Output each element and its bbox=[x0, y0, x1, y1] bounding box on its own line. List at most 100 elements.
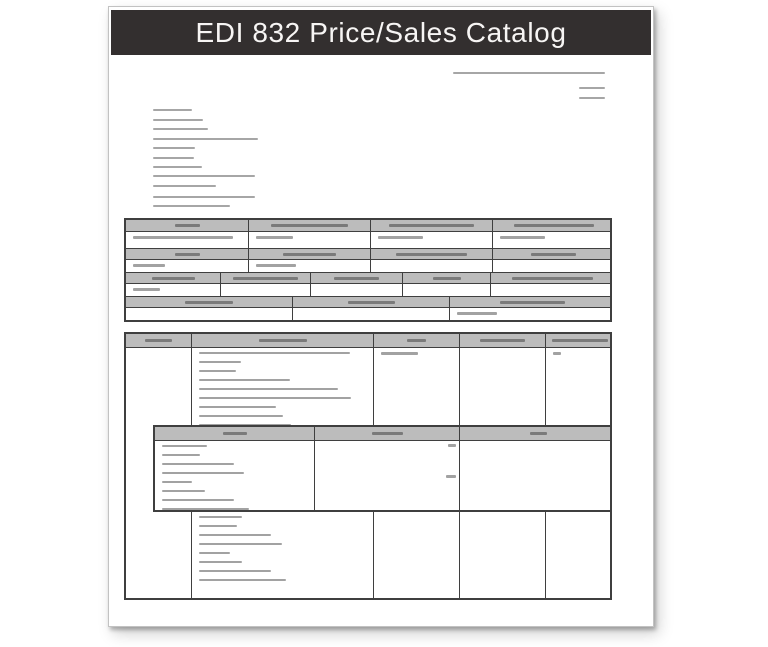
data-cell bbox=[373, 512, 459, 598]
column-header-cell bbox=[126, 220, 248, 231]
redacted-text-line bbox=[153, 128, 208, 130]
column-header-label-bar bbox=[185, 300, 233, 304]
table-header-row bbox=[126, 334, 610, 348]
redacted-text-line bbox=[199, 361, 241, 363]
column-header-label-bar bbox=[174, 224, 200, 227]
data-cell bbox=[126, 348, 191, 425]
column-header-label-bar bbox=[334, 276, 379, 280]
redacted-value-bar bbox=[256, 264, 296, 267]
redacted-text-block bbox=[192, 512, 373, 581]
redacted-text-line bbox=[199, 397, 351, 399]
column-header-label-bar bbox=[529, 432, 547, 435]
redacted-text-line bbox=[199, 352, 350, 354]
column-header-cell bbox=[248, 249, 370, 259]
column-header-label-bar bbox=[222, 432, 247, 435]
redacted-text-block bbox=[155, 441, 314, 510]
catalog-summary-table bbox=[124, 218, 612, 322]
column-header-cell bbox=[126, 249, 248, 259]
data-cell bbox=[449, 308, 610, 320]
column-header-cell bbox=[459, 334, 545, 347]
redacted-text-line bbox=[199, 370, 236, 372]
redacted-text-line bbox=[199, 424, 291, 425]
column-header-cell bbox=[248, 220, 370, 231]
column-header-label-bar bbox=[407, 339, 426, 342]
column-header-label-bar bbox=[512, 276, 593, 280]
document-title: EDI 832 Price/Sales Catalog bbox=[195, 16, 567, 48]
nested-loop-table bbox=[153, 425, 610, 512]
redacted-text-line bbox=[199, 552, 230, 554]
redacted-value-bar bbox=[457, 312, 497, 315]
nested-loop-row bbox=[126, 425, 610, 512]
redacted-value-bar bbox=[500, 236, 545, 239]
column-header-cell bbox=[314, 427, 459, 440]
redacted-text-line bbox=[153, 109, 192, 111]
column-header-label-bar bbox=[513, 224, 594, 227]
redacted-value-bar bbox=[133, 288, 160, 291]
column-header-cell bbox=[126, 273, 220, 283]
data-cell bbox=[459, 512, 545, 598]
redacted-text-line bbox=[162, 481, 192, 483]
redacted-text-line bbox=[199, 415, 283, 417]
data-cell bbox=[248, 232, 370, 248]
redacted-text-line bbox=[162, 472, 244, 474]
table-data-row bbox=[126, 348, 610, 425]
data-cell bbox=[310, 284, 402, 296]
redacted-text-line bbox=[153, 119, 203, 121]
redacted-text-line bbox=[153, 185, 216, 187]
column-header-label-bar bbox=[347, 300, 395, 304]
redacted-text-line bbox=[162, 499, 234, 501]
data-cell bbox=[126, 232, 248, 248]
redacted-text-line bbox=[162, 490, 205, 492]
data-cell bbox=[492, 260, 610, 272]
table-data-row bbox=[126, 284, 610, 296]
column-header-cell bbox=[370, 220, 492, 231]
column-header-label-bar bbox=[432, 276, 461, 280]
redacted-text-line bbox=[199, 406, 276, 408]
column-header-label-bar bbox=[233, 276, 298, 280]
redacted-value-bar bbox=[133, 264, 165, 267]
column-header-label-bar bbox=[174, 252, 200, 256]
redacted-value-bar bbox=[133, 236, 233, 239]
column-header-cell bbox=[402, 273, 490, 283]
data-cell bbox=[402, 284, 490, 296]
redacted-text-line bbox=[199, 543, 282, 545]
column-header-cell bbox=[492, 220, 610, 231]
column-header-label-bar bbox=[480, 339, 525, 342]
redacted-text-line bbox=[153, 157, 194, 159]
table-data-row bbox=[126, 232, 610, 248]
data-cell bbox=[545, 512, 610, 598]
data-cell bbox=[370, 260, 492, 272]
redacted-text-line bbox=[153, 205, 230, 207]
data-cell bbox=[490, 284, 610, 296]
column-header-cell bbox=[370, 249, 492, 259]
redacted-text-line bbox=[199, 388, 338, 390]
data-cell bbox=[370, 232, 492, 248]
line-items-table bbox=[124, 332, 612, 600]
redacted-value-bar bbox=[553, 352, 561, 355]
redacted-text-line bbox=[199, 379, 290, 381]
column-header-cell bbox=[126, 297, 292, 307]
document-title-bar: EDI 832 Price/Sales Catalog bbox=[111, 10, 651, 55]
redacted-text-line bbox=[162, 508, 249, 510]
redacted-text-line bbox=[153, 147, 195, 149]
table-data-row bbox=[155, 441, 610, 510]
column-header-cell bbox=[490, 273, 610, 283]
redacted-text-line bbox=[162, 445, 207, 447]
column-header-cell bbox=[310, 273, 402, 283]
redacted-text-line bbox=[453, 72, 605, 74]
redacted-text-line bbox=[153, 138, 258, 140]
column-header-label-bar bbox=[271, 224, 348, 227]
redacted-text-line bbox=[199, 579, 286, 581]
data-cell bbox=[191, 348, 373, 425]
data-cell bbox=[459, 441, 610, 510]
column-header-label-bar bbox=[499, 300, 565, 304]
column-header-cell bbox=[459, 427, 610, 440]
redacted-text-line bbox=[579, 87, 605, 89]
column-header-label-bar bbox=[258, 339, 307, 342]
table-data-row bbox=[126, 260, 610, 272]
data-cell bbox=[545, 348, 610, 425]
table-header-row bbox=[155, 427, 610, 441]
data-cell bbox=[126, 512, 191, 598]
column-header-label-bar bbox=[531, 252, 576, 256]
data-cell bbox=[492, 232, 610, 248]
